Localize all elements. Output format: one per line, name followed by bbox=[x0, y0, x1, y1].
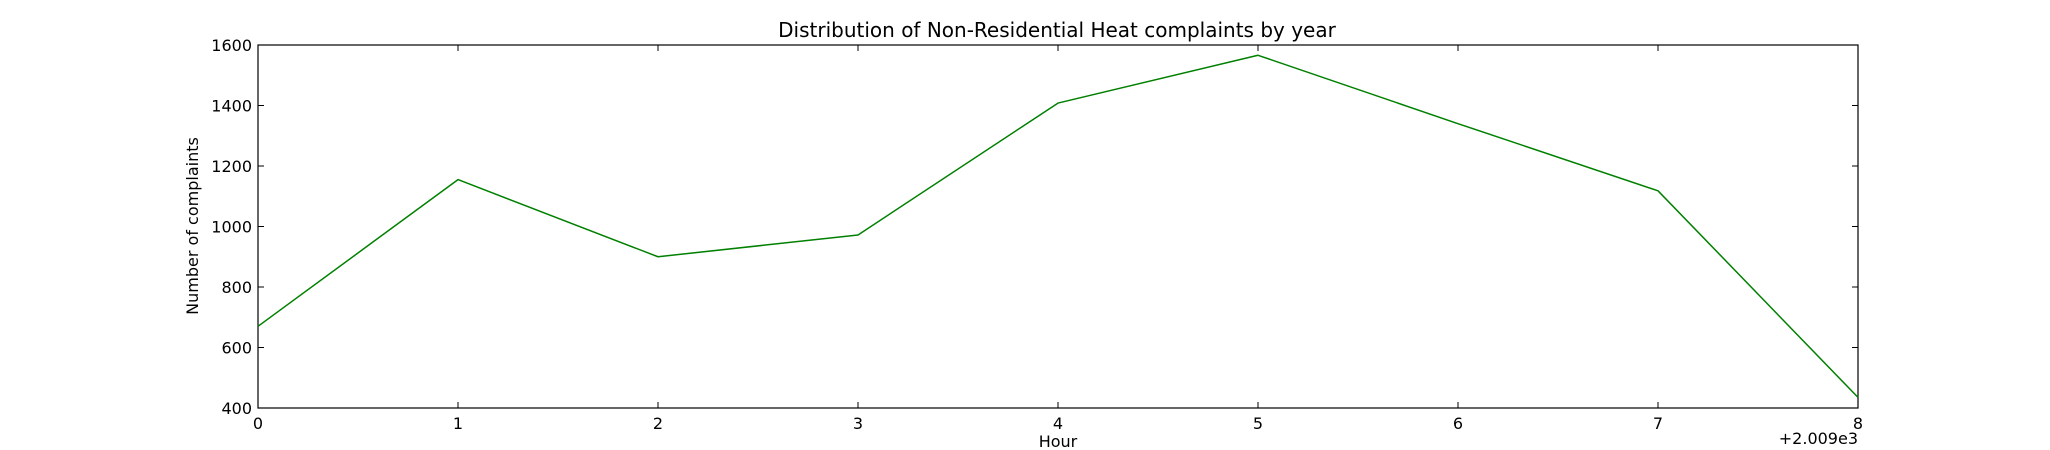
x-tick-label: 5 bbox=[1253, 414, 1263, 433]
x-axis-label: Hour bbox=[1039, 432, 1078, 450]
chart-title: Distribution of Non-Residential Heat com… bbox=[778, 18, 1336, 42]
y-tick-label: 600 bbox=[221, 339, 252, 358]
y-tick-label: 1400 bbox=[211, 97, 252, 116]
series-layer bbox=[257, 54, 1859, 398]
y-tick-label: 800 bbox=[221, 278, 252, 297]
x-tick-label: 1 bbox=[453, 414, 463, 433]
x-tick-label: 7 bbox=[1653, 414, 1663, 433]
series-line bbox=[257, 54, 1859, 398]
x-tick-label: 6 bbox=[1453, 414, 1463, 433]
axis-ticks: 0 1 2 3 4 5 6 7 8 400 600 800 1000 1200 1400 1600 bbox=[211, 36, 1863, 433]
y-tick-label: 400 bbox=[221, 399, 252, 418]
y-tick-label: 1200 bbox=[211, 157, 252, 176]
x-tick-label: 8 bbox=[1853, 414, 1863, 433]
x-tick-label: 2 bbox=[653, 414, 663, 433]
y-tick-label: 1000 bbox=[211, 218, 252, 237]
plot-frame bbox=[257, 44, 1859, 409]
x-tick-label: 4 bbox=[1053, 414, 1063, 433]
y-axis-label: Number of complaints bbox=[183, 137, 202, 315]
x-tick-label: 3 bbox=[853, 414, 863, 433]
y-tick-label: 1600 bbox=[211, 36, 252, 55]
x-tick-label: 0 bbox=[253, 414, 263, 433]
x-offset-label: +2.009e3 bbox=[1779, 429, 1858, 448]
